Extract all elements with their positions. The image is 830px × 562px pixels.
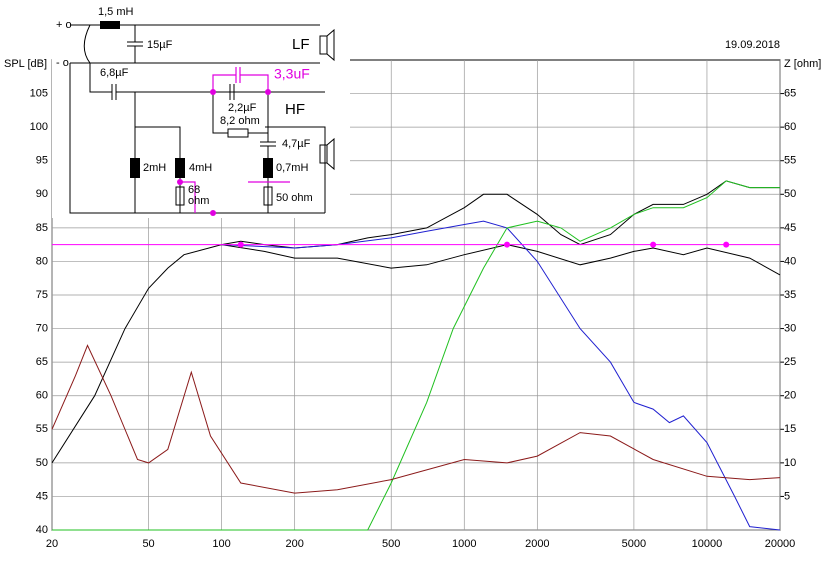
y-tick-label: 105 xyxy=(30,87,48,99)
y-tick-label: 80 xyxy=(36,255,48,267)
circuit-bg xyxy=(52,0,350,218)
circuit: + o - o 1,5 mH 15µF LF 6,8µF 3,3uF 2,2µF… xyxy=(52,0,350,218)
label: LF xyxy=(292,36,310,53)
y-tick-label: 95 xyxy=(36,155,48,167)
y2-tick-label: 50 xyxy=(784,188,796,200)
x-tick-label: 100 xyxy=(212,538,230,550)
label: ohm xyxy=(188,195,209,207)
label: 1,5 mH xyxy=(98,6,134,18)
series-line xyxy=(221,244,781,276)
y2-tick-label: 10 xyxy=(784,457,796,469)
y-tick-label: 100 xyxy=(30,121,48,133)
wires xyxy=(69,24,325,214)
label: 4,7µF xyxy=(282,138,311,150)
node xyxy=(265,89,271,95)
inductor xyxy=(175,158,185,178)
added-parts xyxy=(180,67,290,213)
y2-tick-label: 15 xyxy=(784,423,796,435)
series-line xyxy=(51,180,780,464)
resistor xyxy=(263,186,273,206)
y-tick-label: 55 xyxy=(36,423,48,435)
terminal: + o xyxy=(56,19,72,31)
terminal: - o xyxy=(56,57,69,69)
y2-tick-label: 20 xyxy=(784,390,796,402)
y2-tick-label: 5 xyxy=(784,490,790,502)
y-tick-label: 75 xyxy=(36,289,48,301)
y2-tick-label: 25 xyxy=(784,356,796,368)
node xyxy=(177,179,183,185)
y-tick-label: 45 xyxy=(36,490,48,502)
date: 19.09.2018 xyxy=(725,39,780,51)
label: 68 xyxy=(188,184,200,196)
y-tick-label: 85 xyxy=(36,222,48,234)
series-line xyxy=(52,180,780,531)
speakers xyxy=(265,28,335,213)
label: 0,7mH xyxy=(276,162,308,174)
y2-tick-label: 30 xyxy=(784,322,796,334)
y2-tick-label: 40 xyxy=(784,255,796,267)
x-tick-label: 10000 xyxy=(692,538,723,550)
x-tick-label: 5000 xyxy=(622,538,646,550)
y2-tick-label: 65 xyxy=(784,87,796,99)
label: 4mH xyxy=(189,162,212,174)
y-axis-label: SPL [dB] xyxy=(4,58,47,70)
series-line xyxy=(51,344,781,494)
y-tick-label: 40 xyxy=(36,524,48,536)
y-tick-label: 70 xyxy=(36,322,48,334)
label: HF xyxy=(285,101,305,118)
reference-marker xyxy=(723,241,730,248)
label: 8,2 ohm xyxy=(220,115,260,127)
node xyxy=(210,89,216,95)
label: 3,3uF xyxy=(274,66,310,82)
y2-tick-label: 35 xyxy=(784,289,796,301)
y2-tick-label: 60 xyxy=(784,121,796,133)
reference-marker xyxy=(650,241,657,248)
label: 50 ohm xyxy=(276,192,313,204)
resistor xyxy=(227,128,249,138)
label: 2mH xyxy=(143,162,166,174)
reference-marker xyxy=(504,241,511,248)
y-tick-label: 90 xyxy=(36,188,48,200)
caps xyxy=(111,41,276,147)
y-tick-label: 60 xyxy=(36,390,48,402)
reference-marker xyxy=(237,241,244,248)
label: 2,2µF xyxy=(228,102,257,114)
y-tick-label: 65 xyxy=(36,356,48,368)
x-tick-label: 20000 xyxy=(765,538,796,550)
x-tick-label: 500 xyxy=(382,538,400,550)
x-tick-label: 2000 xyxy=(525,538,549,550)
x-tick-label: 200 xyxy=(285,538,303,550)
label: 15µF xyxy=(147,39,173,51)
inductor xyxy=(263,158,273,178)
series-line xyxy=(221,220,781,531)
resistor xyxy=(175,186,185,206)
x-tick-label: 1000 xyxy=(452,538,476,550)
x-tick-label: 20 xyxy=(46,538,58,550)
inductor xyxy=(130,158,140,178)
x-tick-label: 50 xyxy=(142,538,154,550)
label: 6,8µF xyxy=(100,67,129,79)
node xyxy=(210,210,216,216)
y2-axis-label: Z [ohm] xyxy=(784,58,821,70)
y-tick-label: 50 xyxy=(36,457,48,469)
y2-tick-label: 55 xyxy=(784,155,796,167)
y2-tick-label: 45 xyxy=(784,222,796,234)
inductor xyxy=(100,21,120,29)
